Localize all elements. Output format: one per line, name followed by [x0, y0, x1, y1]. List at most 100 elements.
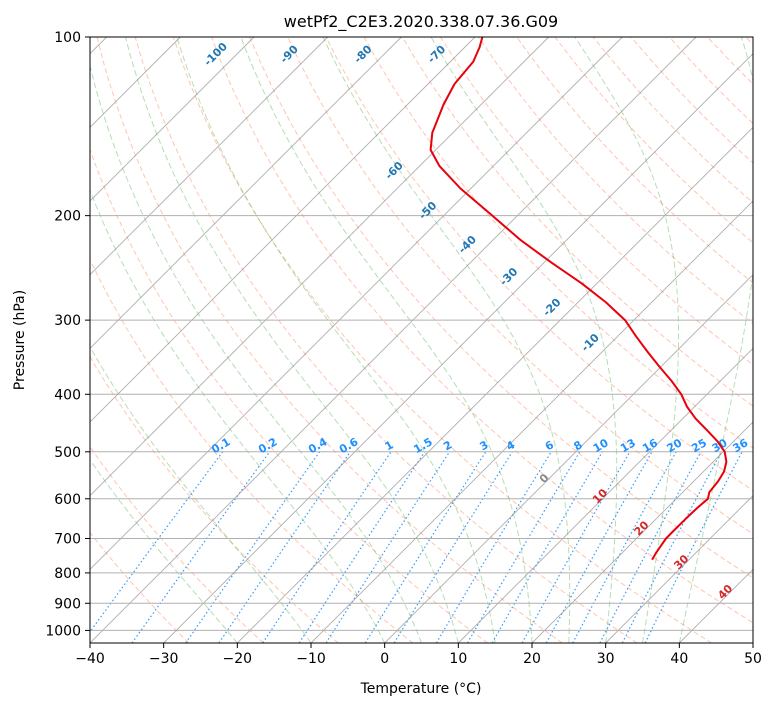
- mixing-ratio-label: 2: [441, 438, 454, 453]
- isotherm-line: [90, 37, 623, 570]
- y-tick-label: 400: [54, 387, 81, 403]
- dry-adiabat-line: [592, 37, 753, 204]
- isotherm-label: -20: [540, 296, 563, 319]
- moist-adiabat-line: [90, 458, 238, 643]
- mixing-ratio-line: [621, 451, 722, 643]
- y-tick-label: 300: [54, 313, 81, 329]
- dry-adiabat-line: [90, 355, 339, 643]
- mixing-ratio-line: [90, 451, 224, 633]
- dry-adiabat-line: [90, 445, 264, 643]
- x-axis-label: Temperature (°C): [360, 681, 482, 697]
- dry-adiabat-line: [478, 37, 753, 325]
- x-tick-label: −30: [149, 651, 179, 667]
- y-tick-label: 500: [54, 445, 81, 461]
- isotherm-line: [90, 37, 549, 497]
- dry-adiabat-line: [707, 37, 753, 85]
- mixing-ratio-line: [262, 451, 392, 643]
- mixing-ratio-label: 0.6: [337, 435, 361, 456]
- y-tick-label: 200: [54, 209, 81, 225]
- mixing-ratio-label: 36: [730, 436, 750, 455]
- mixing-ratio-label: 13: [618, 436, 638, 455]
- mixing-ratio-label: 1: [383, 438, 396, 453]
- moist-adiabat-line: [176, 37, 496, 643]
- mixing-ratio-label: 0.4: [306, 435, 330, 456]
- mixing-ratio-label: 25: [689, 436, 709, 455]
- mixing-ratio-line: [218, 451, 351, 643]
- isotherm-line: [90, 37, 697, 643]
- isotherm-line: [310, 200, 753, 643]
- isotherm-line: [605, 495, 753, 643]
- plot-frame: [89, 36, 754, 644]
- isotherm-label: -10: [579, 331, 602, 354]
- moist-adiabat-line: [430, 37, 618, 643]
- moist-adiabat-line: [90, 345, 312, 643]
- mixing-ratio-line: [572, 451, 677, 643]
- mixing-ratio-label: 16: [640, 436, 660, 455]
- dry-adiabat-line: [363, 37, 753, 449]
- mixing-ratio-label: 0.1: [209, 435, 232, 456]
- moist-adiabat-line: [240, 37, 533, 643]
- y-tick-label: 1000: [45, 623, 81, 639]
- x-tick-label: −10: [296, 651, 326, 667]
- dry-adiabat-line: [669, 37, 753, 125]
- isotherm-label: 20: [632, 518, 652, 538]
- dry-adiabat-line: [90, 258, 414, 643]
- x-tick-label: 20: [523, 651, 541, 667]
- background-lines: [90, 37, 753, 643]
- dry-adiabat-line: [90, 531, 190, 643]
- y-axis-ticks: 100 200 300 400 500 600 700 800 900 1000: [45, 30, 90, 639]
- y-tick-label: 600: [54, 492, 81, 508]
- isotherm-label: -100: [201, 40, 230, 69]
- isotherm-line: [90, 37, 402, 349]
- isotherm-label: -60: [383, 159, 406, 182]
- mixing-ratio-line: [521, 451, 631, 643]
- mixing-ratio-line: [545, 451, 653, 643]
- mixing-ratio-line: [298, 451, 426, 643]
- y-tick-label: 100: [54, 30, 81, 46]
- dry-adiabat-line: [134, 37, 638, 643]
- dry-adiabat-line: [401, 37, 753, 407]
- x-tick-label: −20: [223, 651, 253, 667]
- dry-adiabat-line: [325, 37, 753, 492]
- dry-adiabat-line: [745, 37, 753, 46]
- mixing-ratio-line: [644, 451, 743, 643]
- isotherm-label: -70: [425, 42, 448, 65]
- mixing-ratio-line: [131, 451, 271, 643]
- dry-adiabat-line: [249, 37, 753, 579]
- moist-adiabat-line: [125, 37, 459, 643]
- mixing-ratio-label: 10: [591, 436, 611, 455]
- isotherm-label: 10: [590, 486, 610, 506]
- dry-adiabat-line: [516, 37, 753, 284]
- x-tick-label: 10: [449, 651, 467, 667]
- isotherm-line: [531, 421, 753, 643]
- mixing-ratio-line: [466, 451, 581, 643]
- isotherm-line: [163, 53, 753, 643]
- x-tick-label: −40: [75, 651, 105, 667]
- isotherm-line: [237, 126, 753, 643]
- mixing-ratio-label: 20: [665, 436, 685, 455]
- isotherm-line: [90, 37, 328, 276]
- isotherm-label: 30: [671, 552, 691, 572]
- y-tick-label: 900: [54, 596, 81, 612]
- isotherm-line: [458, 347, 753, 643]
- moist-adiabat-line: [90, 63, 422, 643]
- isotherm-label: -50: [416, 199, 439, 222]
- isotherm-label: -80: [351, 42, 374, 65]
- y-axis-label: Pressure (hPa): [12, 290, 28, 390]
- moist-adiabat-line: [90, 189, 386, 643]
- moist-adiabat-line: [322, 37, 571, 643]
- isotherm-label: -30: [497, 265, 520, 288]
- mixing-ratio-line: [599, 451, 702, 643]
- mixing-ratio-label: 8: [571, 438, 584, 453]
- x-tick-label: 40: [670, 651, 688, 667]
- mixing-ratio-line: [185, 451, 321, 643]
- isotherm-line: [752, 642, 753, 643]
- temperature-profile-line: [429, 37, 728, 561]
- dry-adiabat-line: [90, 148, 488, 643]
- y-tick-label: 800: [54, 566, 81, 582]
- dry-adiabat-line: [172, 37, 712, 643]
- isotherm-label: 40: [715, 582, 735, 602]
- x-tick-label: 30: [597, 651, 615, 667]
